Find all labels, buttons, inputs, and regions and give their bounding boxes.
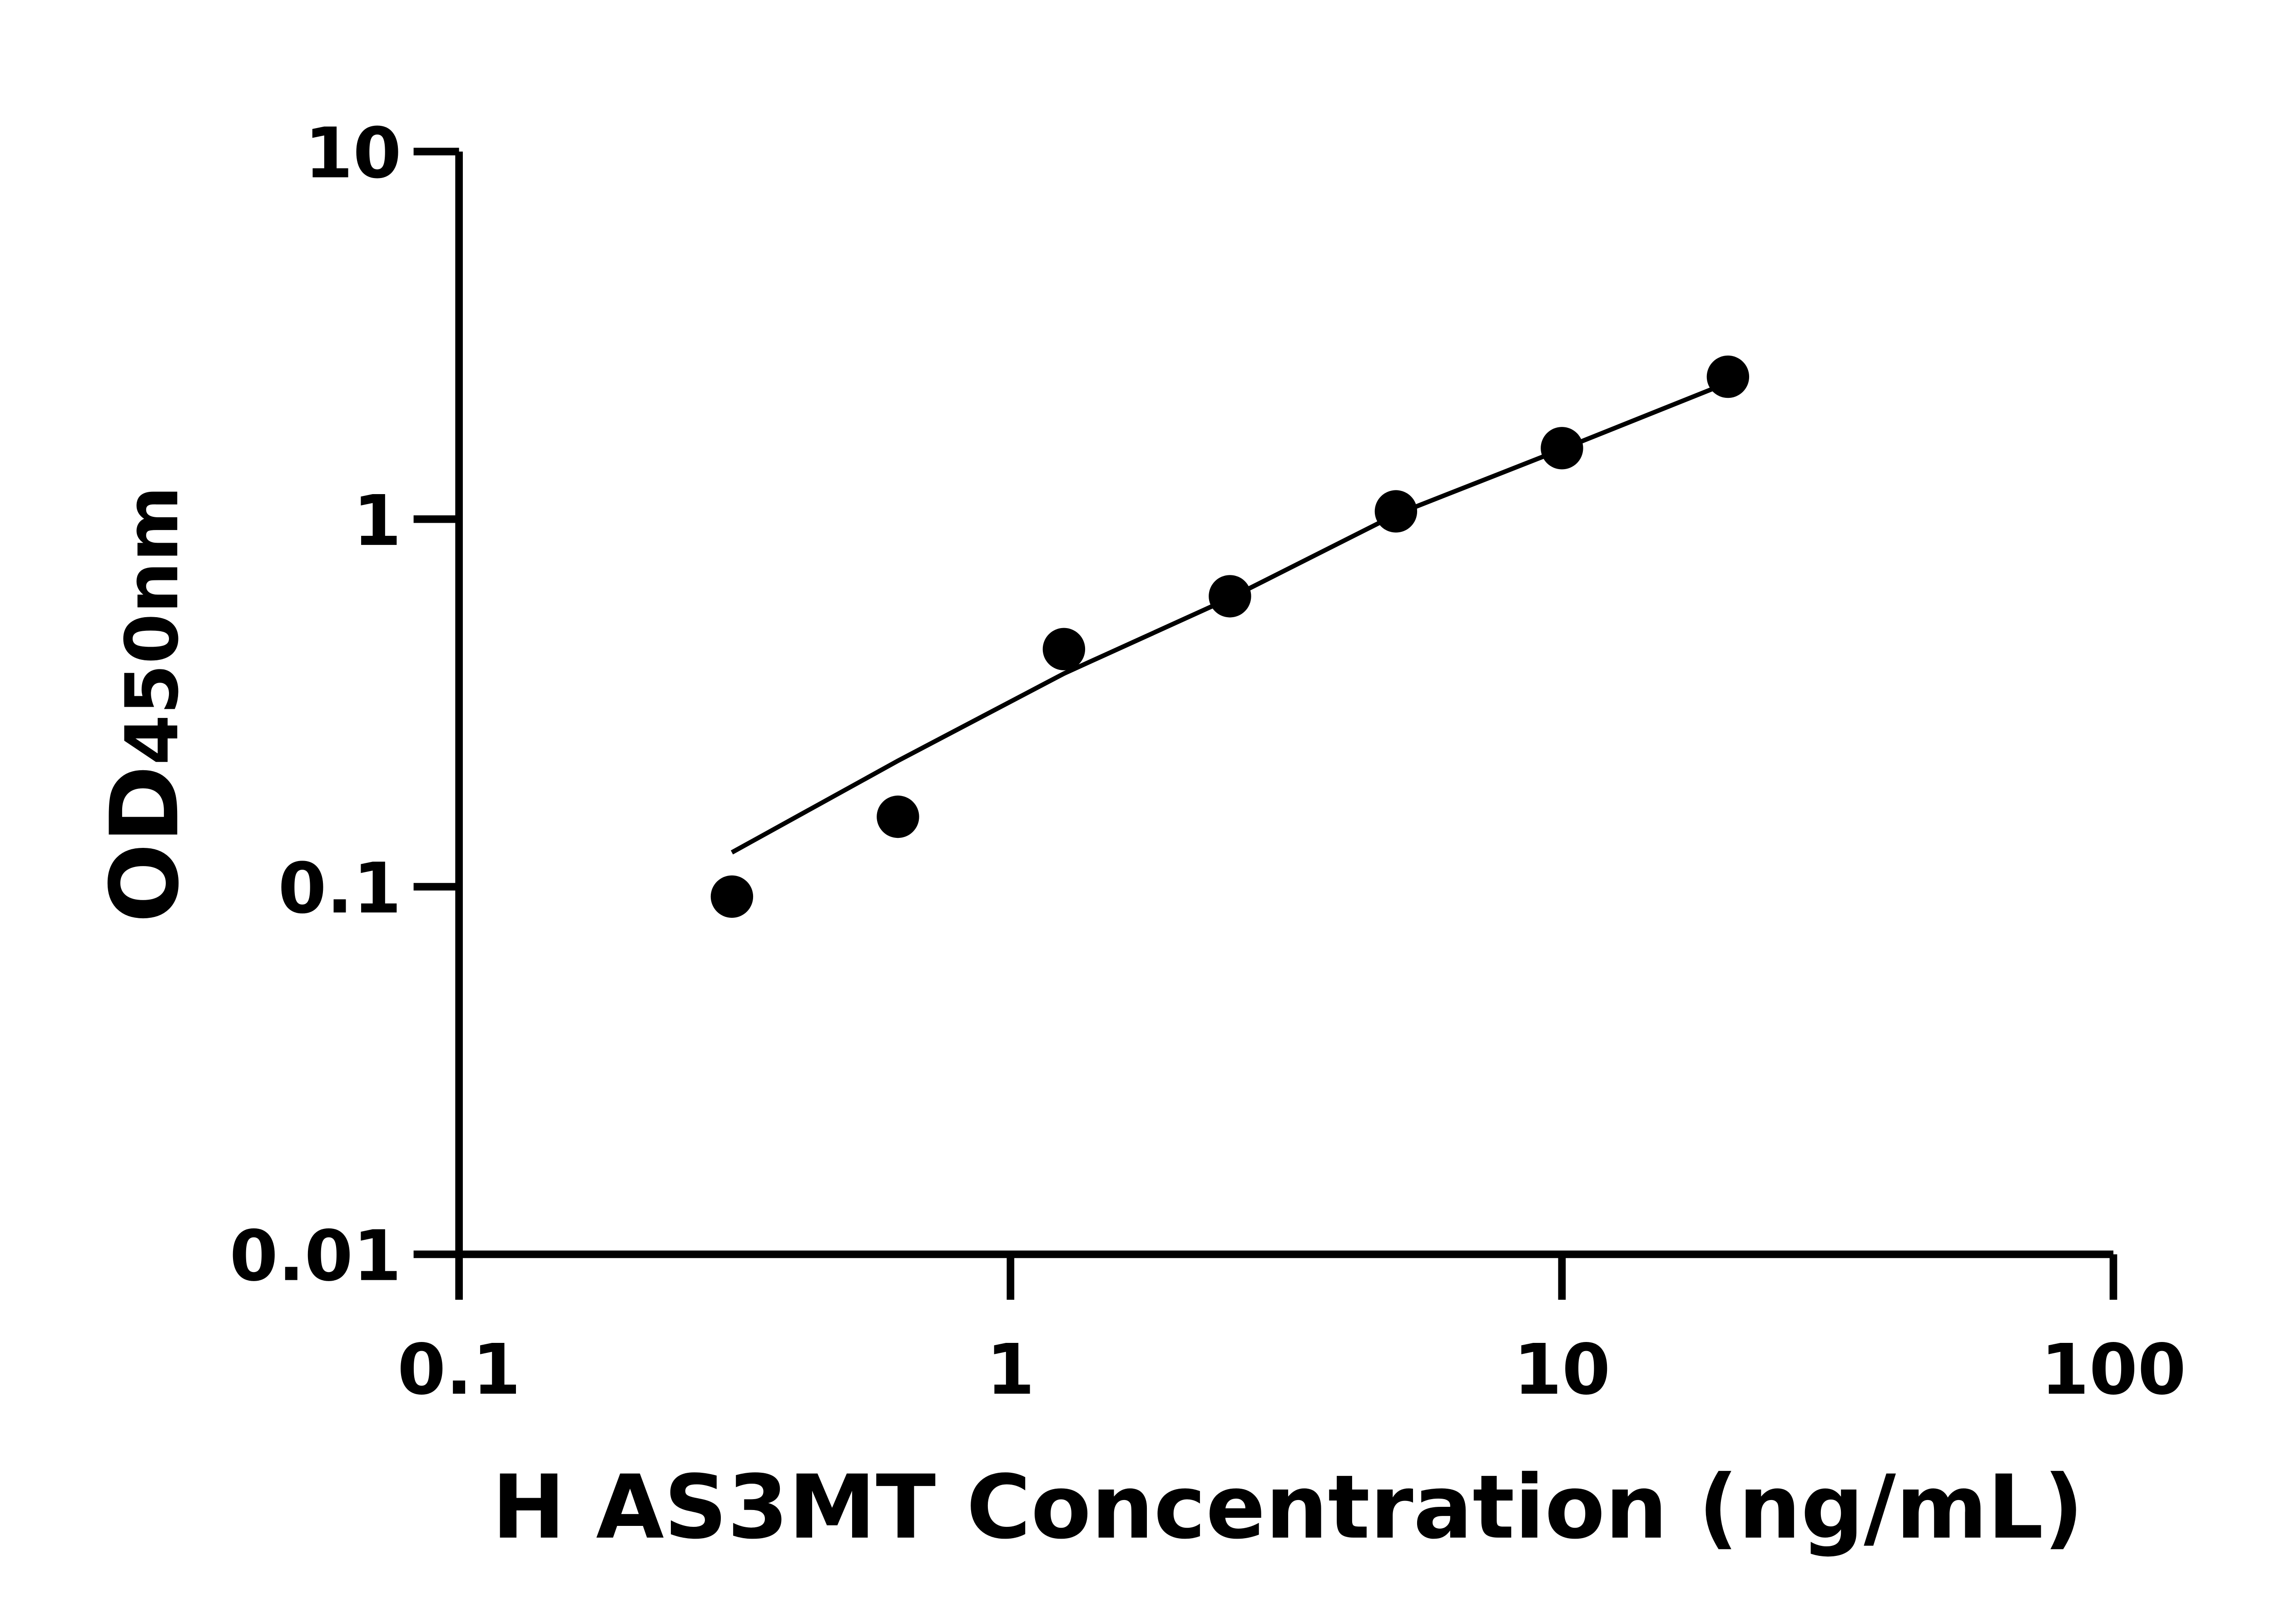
data-point	[1541, 427, 1583, 470]
x-tick-label: 0.1	[397, 1330, 521, 1411]
y-tick-label: 0.1	[278, 848, 402, 929]
data-point	[1374, 490, 1418, 533]
y-axis-label-main: OD	[90, 765, 199, 923]
data-point	[710, 875, 754, 918]
data-point	[1042, 628, 1086, 671]
y-axis-label-sub: 450nm	[109, 486, 194, 765]
x-tick-label: 10	[1513, 1330, 1611, 1411]
x-tick-label: 100	[2041, 1330, 2186, 1411]
data-point	[1209, 575, 1251, 618]
data-points	[710, 355, 1750, 918]
y-axis-label: OD450nm	[90, 486, 199, 923]
x-axis-label: H AS3MT Concentration (ng/mL)	[492, 1456, 2083, 1559]
data-point	[877, 795, 919, 838]
ticks: 0.1 1 10 100 0.01 0.1 1 10	[229, 113, 2186, 1410]
axes	[455, 151, 2113, 1258]
y-tick-label: 1	[353, 481, 402, 562]
x-tick-label: 1	[986, 1330, 1035, 1411]
y-tick-label: 10	[304, 113, 402, 194]
y-tick-label: 0.01	[229, 1216, 402, 1297]
data-point	[1706, 355, 1750, 398]
